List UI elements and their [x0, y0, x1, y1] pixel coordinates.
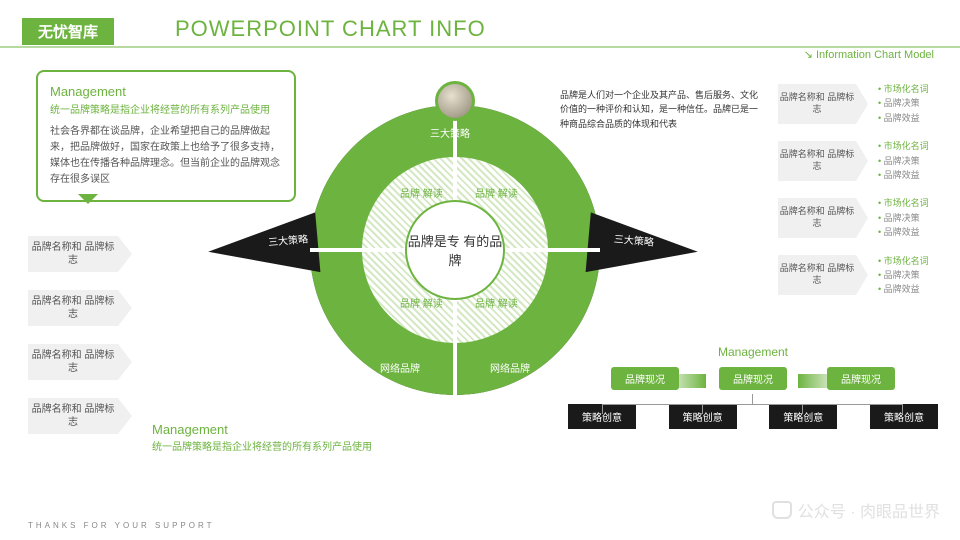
- arrow-icon: [804, 49, 816, 61]
- left-chip-list: 品牌名称和 品牌标志 品牌名称和 品牌标志 品牌名称和 品牌标志 品牌名称和 品…: [28, 236, 118, 452]
- arrow-left-icon: [206, 212, 321, 281]
- mgmt3-title: Management: [568, 345, 938, 359]
- right-chip-item: 品牌决策: [878, 154, 929, 168]
- right-chip-items: 市场化名词品牌决策品牌效益: [878, 139, 929, 182]
- pill: 品牌现况: [611, 367, 679, 390]
- management-tree: Management 品牌现况 品牌现况 品牌现况 策略创意 策略创意 策略创意…: [568, 345, 938, 429]
- right-chip-items: 市场化名词品牌决策品牌效益: [878, 82, 929, 125]
- description-text: 品牌是人们对一个企业及其产品、售后服务、文化价值的一种评价和认知，是一种信任。品…: [560, 88, 760, 131]
- right-chip: 品牌名称和 品牌标志: [778, 141, 856, 181]
- tree-connector: [582, 394, 922, 414]
- header-subtitle: Information Chart Model: [804, 48, 934, 61]
- right-chip: 品牌名称和 品牌标志: [778, 84, 856, 124]
- right-chip-list: 品牌名称和 品牌标志市场化名词品牌决策品牌效益品牌名称和 品牌标志市场化名词品牌…: [778, 82, 929, 311]
- left-chip: 品牌名称和 品牌标志: [28, 344, 118, 380]
- mgmt2-text: 统一品牌策略是指企业将经营的所有系列产品使用: [152, 440, 382, 455]
- header-tag: 无忧智库: [22, 18, 114, 45]
- right-chip-row: 品牌名称和 品牌标志市场化名词品牌决策品牌效益: [778, 196, 929, 239]
- right-chip-item: 品牌决策: [878, 211, 929, 225]
- segment-br-label: 网络品牌: [490, 360, 530, 375]
- header-title: POWERPOINT CHART INFO: [175, 16, 486, 42]
- right-chip-item: 市场化名词: [878, 139, 929, 153]
- inner-label: 品牌 解读: [475, 185, 518, 200]
- right-chip-row: 品牌名称和 品牌标志市场化名词品牌决策品牌效益: [778, 82, 929, 125]
- left-chip: 品牌名称和 品牌标志: [28, 398, 118, 434]
- right-chip-row: 品牌名称和 品牌标志市场化名词品牌决策品牌效益: [778, 139, 929, 182]
- right-chip: 品牌名称和 品牌标志: [778, 255, 856, 295]
- pill: 品牌现况: [719, 367, 787, 390]
- right-chip-item: 品牌效益: [878, 111, 929, 125]
- avatar-icon: [435, 81, 475, 121]
- right-chip: 品牌名称和 品牌标志: [778, 198, 856, 238]
- pill: 品牌现况: [827, 367, 895, 390]
- footer-text: THANKS FOR YOUR SUPPORT: [28, 521, 215, 530]
- right-chip-item: 市场化名词: [878, 82, 929, 96]
- management-note-2: Management 统一品牌策略是指企业将经营的所有系列产品使用: [152, 422, 382, 455]
- right-chip-row: 品牌名称和 品牌标志市场化名词品牌决策品牌效益: [778, 254, 929, 297]
- wechat-icon: [772, 501, 792, 519]
- inner-label: 品牌 解读: [475, 295, 518, 310]
- left-chip: 品牌名称和 品牌标志: [28, 236, 118, 272]
- watermark: 公众号 · 肉眼品世界: [772, 498, 940, 522]
- header: 无忧智库 POWERPOINT CHART INFO Information C…: [0, 18, 960, 48]
- donut-center-text: 品牌是专 有的品牌: [405, 200, 505, 300]
- right-chip-item: 品牌效益: [878, 282, 929, 296]
- right-chip-item: 品牌决策: [878, 96, 929, 110]
- right-chip-item: 市场化名词: [878, 254, 929, 268]
- segment-top-label: 三大策略: [430, 125, 470, 140]
- callout-text-2: 社会各界都在谈品牌，企业希望把自己的品牌做起来，把品牌做好，国家在政策上也给予了…: [50, 124, 282, 188]
- right-chip-items: 市场化名词品牌决策品牌效益: [878, 196, 929, 239]
- callout-title: Management: [50, 84, 282, 99]
- callout-text-1: 统一品牌策略是指企业将经营的所有系列产品使用: [50, 103, 282, 118]
- right-chip-item: 品牌决策: [878, 268, 929, 282]
- management-callout: Management 统一品牌策略是指企业将经营的所有系列产品使用 社会各界都在…: [36, 70, 296, 202]
- inner-label: 品牌 解读: [400, 295, 443, 310]
- pill-row: 品牌现况 品牌现况 品牌现况: [568, 367, 938, 390]
- right-chip-items: 市场化名词品牌决策品牌效益: [878, 254, 929, 297]
- right-chip-item: 品牌效益: [878, 168, 929, 182]
- right-chip-item: 市场化名词: [878, 196, 929, 210]
- segment-bl-label: 网络品牌: [380, 360, 420, 375]
- right-chip-item: 品牌效益: [878, 225, 929, 239]
- inner-label: 品牌 解读: [400, 185, 443, 200]
- donut-chart: 三大策略 网络品牌 网络品牌 品牌 解读 品牌 解读 品牌 解读 品牌 解读 品…: [310, 105, 600, 395]
- mgmt2-title: Management: [152, 422, 382, 437]
- left-chip: 品牌名称和 品牌标志: [28, 290, 118, 326]
